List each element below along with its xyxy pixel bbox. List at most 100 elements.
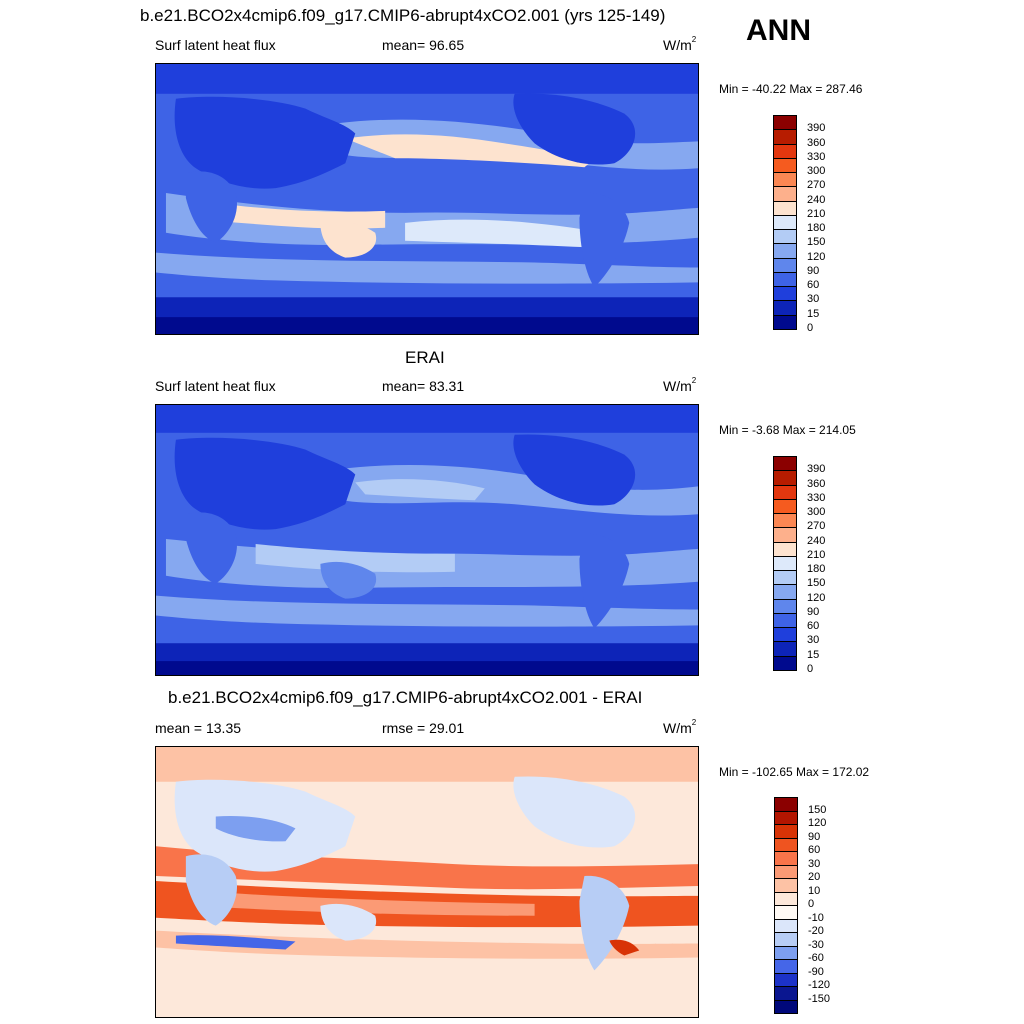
colorbar-swatch xyxy=(773,598,797,614)
colorbar-tick-label: 60 xyxy=(807,279,820,292)
panel-3-mean-label: mean = 13.35 xyxy=(155,720,242,736)
colorbar-tick-label: 90 xyxy=(807,605,820,618)
panel-1-map-svg xyxy=(156,64,698,334)
colorbar-swatch xyxy=(774,797,798,812)
panel-1-minmax: Min = -40.22 Max = 287.46 xyxy=(719,82,863,96)
colorbar-swatch xyxy=(773,570,797,586)
colorbar-tick-label: 270 xyxy=(807,179,826,192)
colorbar-tick-label: 390 xyxy=(807,463,826,476)
colorbar-swatch xyxy=(773,484,797,500)
colorbar-swatch xyxy=(774,878,798,893)
panel-2-minmax: Min = -3.68 Max = 214.05 xyxy=(719,423,856,437)
colorbar-tick-label: 150 xyxy=(808,803,827,816)
colorbar-swatch xyxy=(773,115,797,131)
colorbar-swatch xyxy=(774,891,798,906)
panel-2-units: W/m2 xyxy=(663,376,697,394)
colorbar-swatch xyxy=(773,527,797,543)
panel-3-units: W/m2 xyxy=(663,718,697,736)
colorbar-swatch xyxy=(773,157,797,174)
colorbar-tick-label: 30 xyxy=(807,634,820,647)
colorbar-swatch xyxy=(773,129,797,145)
colorbar-tick-label: 180 xyxy=(807,222,826,235)
colorbar-tick-label: 90 xyxy=(807,264,820,277)
colorbar-tick-label: 90 xyxy=(808,830,821,843)
colorbar-swatch xyxy=(773,555,797,572)
panel-1-variable-label: Surf latent heat flux xyxy=(155,37,276,53)
colorbar-swatch xyxy=(773,243,797,259)
colorbar-swatch xyxy=(774,864,798,879)
colorbar-swatch xyxy=(773,314,797,330)
colorbar-tick-label: -120 xyxy=(808,979,831,991)
colorbar-swatch xyxy=(774,824,798,839)
panel-2-mean-label: mean= 83.31 xyxy=(382,378,465,394)
colorbar-tick-label: 15 xyxy=(807,307,820,320)
colorbar-tick-label: 300 xyxy=(807,165,826,178)
colorbar-swatch xyxy=(774,945,798,960)
colorbar-tick-label: 210 xyxy=(807,207,826,220)
colorbar-swatch xyxy=(774,959,798,974)
colorbar-tick-label: -150 xyxy=(808,992,831,1005)
colorbar-tick-label: 150 xyxy=(807,577,826,590)
colorbar-tick-label: 300 xyxy=(807,506,826,519)
colorbar-tick-label: 0 xyxy=(807,322,814,334)
colorbar-swatch xyxy=(773,257,797,273)
panel-1-mean-label: mean= 96.65 xyxy=(382,37,465,53)
colorbar-tick-label: 0 xyxy=(807,663,814,675)
colorbar-swatch xyxy=(774,851,798,866)
colorbar-swatch xyxy=(773,286,797,302)
panel-2-colorbar: 390 360 330 300 270 240 210 180 150 120 90 60 30 15 0 xyxy=(773,456,853,675)
colorbar-swatch xyxy=(773,655,797,671)
colorbar-swatch xyxy=(773,541,797,557)
colorbar-tick-label: 150 xyxy=(807,236,826,249)
panel-1-colorbar: 390 360 330 300 270 240 210 180 150 120 90 60 30 15 0 xyxy=(773,115,853,334)
panel-3-colorbar: 150 120 90 60 30 20 10 0 -10 -20 -30 -60 -90 -120 -150 xyxy=(774,797,854,1014)
season-label: ANN xyxy=(746,14,811,47)
colorbar-tick-label: 330 xyxy=(807,491,826,504)
colorbar-tick-label: -30 xyxy=(808,938,824,951)
panel-3-map-svg xyxy=(156,747,698,1017)
colorbar-swatch xyxy=(774,905,798,920)
colorbar-tick-label: 390 xyxy=(807,122,826,135)
colorbar-swatch xyxy=(774,986,798,1001)
colorbar-tick-label: 210 xyxy=(807,548,826,561)
panel-3-title: b.e21.BCO2x4cmip6.f09_g17.CMIP6-abrupt4x… xyxy=(168,688,643,707)
panel-2-variable-label: Surf latent heat flux xyxy=(155,378,276,394)
colorbar-tick-label: 240 xyxy=(807,534,826,547)
colorbar-swatch xyxy=(773,200,797,216)
colorbar-swatch xyxy=(773,498,797,515)
panel-2-title: ERAI xyxy=(405,348,445,367)
panel-3-minmax: Min = -102.65 Max = 172.02 xyxy=(719,765,870,779)
colorbar-tick-label: 20 xyxy=(808,871,821,883)
colorbar-tick-label: -90 xyxy=(808,965,824,978)
colorbar-tick-label: 120 xyxy=(807,250,826,263)
colorbar-swatch xyxy=(774,837,798,852)
colorbar-swatch xyxy=(773,214,797,231)
colorbar-swatch xyxy=(773,456,797,472)
panel-2-map-svg xyxy=(156,405,698,675)
colorbar-tick-label: 60 xyxy=(807,620,820,633)
colorbar-swatch xyxy=(773,612,797,629)
colorbar-tick-label: -20 xyxy=(808,925,824,937)
colorbar-tick-label: 15 xyxy=(807,648,820,661)
colorbar-tick-label: 240 xyxy=(807,193,826,206)
colorbar-swatch xyxy=(773,470,797,486)
colorbar-tick-label: 0 xyxy=(808,898,815,910)
panel-3-rmse-label: rmse = 29.01 xyxy=(382,720,465,736)
panel-1-units: W/m2 xyxy=(663,35,697,53)
colorbar-tick-label: 120 xyxy=(808,817,827,829)
colorbar-swatch xyxy=(773,143,797,159)
panel-3-map xyxy=(155,746,699,1018)
colorbar-swatch xyxy=(773,229,797,245)
colorbar-tick-label: 270 xyxy=(807,520,826,533)
colorbar-tick-label: 60 xyxy=(808,844,821,856)
colorbar-swatch xyxy=(773,513,797,529)
colorbar-swatch xyxy=(774,810,798,825)
panel-1-title: b.e21.BCO2x4cmip6.f09_g17.CMIP6-abrupt4x… xyxy=(140,6,666,25)
colorbar-swatch xyxy=(773,271,797,288)
colorbar-tick-label: 10 xyxy=(808,884,821,897)
colorbar-swatch xyxy=(773,627,797,643)
colorbar-swatch xyxy=(774,918,798,933)
colorbar-swatch xyxy=(773,186,797,202)
colorbar-swatch xyxy=(773,584,797,600)
colorbar-swatch xyxy=(773,172,797,188)
